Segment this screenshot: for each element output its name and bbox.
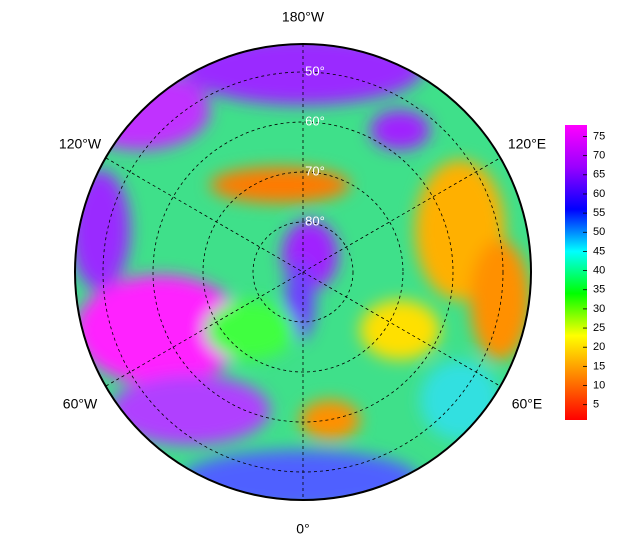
map-field (75, 44, 531, 500)
latitude-label: 70° (305, 163, 325, 178)
map-border (74, 43, 532, 501)
colorbar-tick-label: 30 (593, 303, 605, 315)
colorbar-tick-label: 35 (593, 284, 605, 296)
longitude-label: 60°W (63, 396, 98, 412)
colorbar-tick-label: 25 (593, 322, 605, 334)
latitude-label: 80° (305, 213, 325, 228)
longitude-label: 180°W (282, 9, 325, 25)
colorbar-tick-label: 75 (593, 130, 605, 142)
colorbar-tick-label: 10 (593, 379, 605, 391)
colorbar-tick-label: 65 (593, 169, 605, 181)
colorbar-tick-label: 15 (593, 360, 605, 372)
longitude-label: 60°E (512, 396, 543, 412)
longitude-label: 0° (296, 521, 309, 537)
colorbar-tick-label: 60 (593, 188, 605, 200)
longitude-label: 120°E (508, 136, 546, 152)
graticule (102, 44, 504, 500)
colorbar-tick-label: 55 (593, 207, 605, 219)
colorbar-tick-label: 5 (593, 399, 599, 411)
latitude-label: 60° (305, 113, 325, 128)
colorbar-tick-label: 40 (593, 264, 605, 276)
colorbar-tick-label: 50 (593, 226, 605, 238)
colorbar-tick-label: 70 (593, 150, 605, 162)
longitude-label: 120°W (59, 136, 102, 152)
colorbar-tick-label: 45 (593, 245, 605, 257)
colorbar (565, 125, 587, 420)
colorbar-tick-label: 20 (593, 341, 605, 353)
latitude-label: 50° (305, 63, 325, 78)
